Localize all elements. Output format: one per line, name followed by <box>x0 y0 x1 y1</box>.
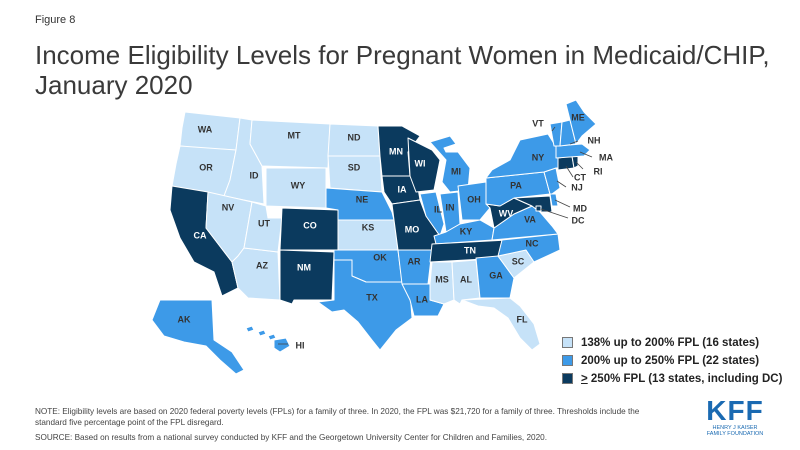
label-md: MD <box>573 203 587 213</box>
label-vt: VT <box>532 118 544 128</box>
label-ct: CT <box>574 172 586 182</box>
label-ak: AK <box>178 314 191 324</box>
legend-label-mid: 200% up to 250% FPL (22 states) <box>581 354 760 367</box>
label-nj: NJ <box>571 182 583 192</box>
label-la: LA <box>416 294 428 304</box>
label-ms: MS <box>435 274 449 284</box>
legend-item-low: 138% up to 200% FPL (16 states) <box>562 334 782 351</box>
label-wi: WI <box>415 158 426 168</box>
label-nh: NH <box>588 135 601 145</box>
state-mt <box>249 119 331 169</box>
us-map: WA OR CA ID NV AZ MT WY UT CO NM ND SD N… <box>151 99 613 375</box>
logo-sub-1: HENRY J KAISER <box>712 425 758 431</box>
legend-item-mid: 200% up to 250% FPL (22 states) <box>562 352 782 369</box>
label-ia: IA <box>398 184 408 194</box>
label-wy: WY <box>291 180 306 190</box>
logo-mark: KFF <box>706 395 764 426</box>
callout-lines <box>278 126 593 345</box>
state-nm <box>279 249 335 305</box>
label-fl: FL <box>517 314 528 324</box>
state-hi <box>245 325 291 353</box>
state-de <box>549 193 559 207</box>
state-oh <box>457 181 491 221</box>
legend-swatch-mid <box>562 355 573 366</box>
label-pa: PA <box>510 180 522 190</box>
label-co: CO <box>303 220 317 230</box>
label-me: ME <box>571 112 585 122</box>
label-ks: KS <box>362 222 375 232</box>
figure-label: Figure 8 <box>35 14 76 26</box>
label-ma: MA <box>599 152 613 162</box>
label-al: AL <box>460 274 472 284</box>
state-md <box>513 195 553 213</box>
label-mi: MI <box>451 166 461 176</box>
label-nm: NM <box>297 262 311 272</box>
label-tx: TX <box>366 292 378 302</box>
legend-label-low: 138% up to 200% FPL (16 states) <box>581 336 760 349</box>
state-ar <box>397 249 433 285</box>
state-ak <box>151 299 245 375</box>
state-ma <box>555 143 591 159</box>
note-text: NOTE: Eligibility levels are based on 20… <box>35 407 640 427</box>
label-in: IN <box>446 202 455 212</box>
label-ny: NY <box>532 152 545 162</box>
label-wa: WA <box>198 124 213 134</box>
state-ga <box>475 255 515 299</box>
state-il <box>419 191 445 237</box>
label-or: OR <box>199 162 213 172</box>
source-text: SOURCE: Based on results from a national… <box>35 433 547 442</box>
state-wi <box>407 137 441 193</box>
legend-item-high: > 250% FPL (13 states, including DC) <box>562 370 782 387</box>
state-fl <box>461 297 541 351</box>
legend: 138% up to 200% FPL (16 states) 200% up … <box>562 334 782 388</box>
label-nd: ND <box>348 132 361 142</box>
label-ar: AR <box>408 256 421 266</box>
label-ky: KY <box>460 226 473 236</box>
label-ne: NE <box>356 194 369 204</box>
state-dc <box>535 205 542 212</box>
label-ga: GA <box>489 270 503 280</box>
legend-label-high-wrap: > 250% FPL (13 states, including DC) <box>581 373 782 385</box>
chart-title: Income Eligibility Levels for Pregnant W… <box>35 40 770 100</box>
legend-swatch-high <box>562 373 573 384</box>
label-mo: MO <box>405 224 420 234</box>
label-id: ID <box>250 170 260 180</box>
label-nv: NV <box>222 202 235 212</box>
label-hi: HI <box>296 340 305 350</box>
kff-logo: KFF HENRY J KAISER FAMILY FOUNDATION <box>700 395 770 438</box>
label-sc: SC <box>512 256 525 266</box>
legend-label-high: 250% FPL (13 states, including DC) <box>587 372 783 385</box>
state-tx <box>317 259 413 351</box>
label-wv: WV <box>499 208 514 218</box>
label-ok: OK <box>373 252 387 262</box>
label-sd: SD <box>348 162 361 172</box>
state-mi <box>429 135 471 193</box>
label-ca: CA <box>194 230 207 240</box>
label-oh: OH <box>467 194 481 204</box>
label-nc: NC <box>526 238 539 248</box>
state-ny <box>485 133 559 179</box>
legend-swatch-low <box>562 337 573 348</box>
state-az <box>231 247 281 301</box>
label-mn: MN <box>389 146 403 156</box>
label-dc: DC <box>572 215 585 225</box>
state-me <box>565 99 597 145</box>
logo-sub-2: FAMILY FOUNDATION <box>706 431 764 437</box>
label-tn: TN <box>464 245 476 255</box>
legend-label-high-prefix: > <box>581 372 588 385</box>
label-ut: UT <box>258 218 270 228</box>
label-il: IL <box>434 204 443 214</box>
label-ri: RI <box>594 166 603 176</box>
label-az: AZ <box>256 260 268 270</box>
label-va: VA <box>524 214 536 224</box>
label-mt: MT <box>288 130 301 140</box>
